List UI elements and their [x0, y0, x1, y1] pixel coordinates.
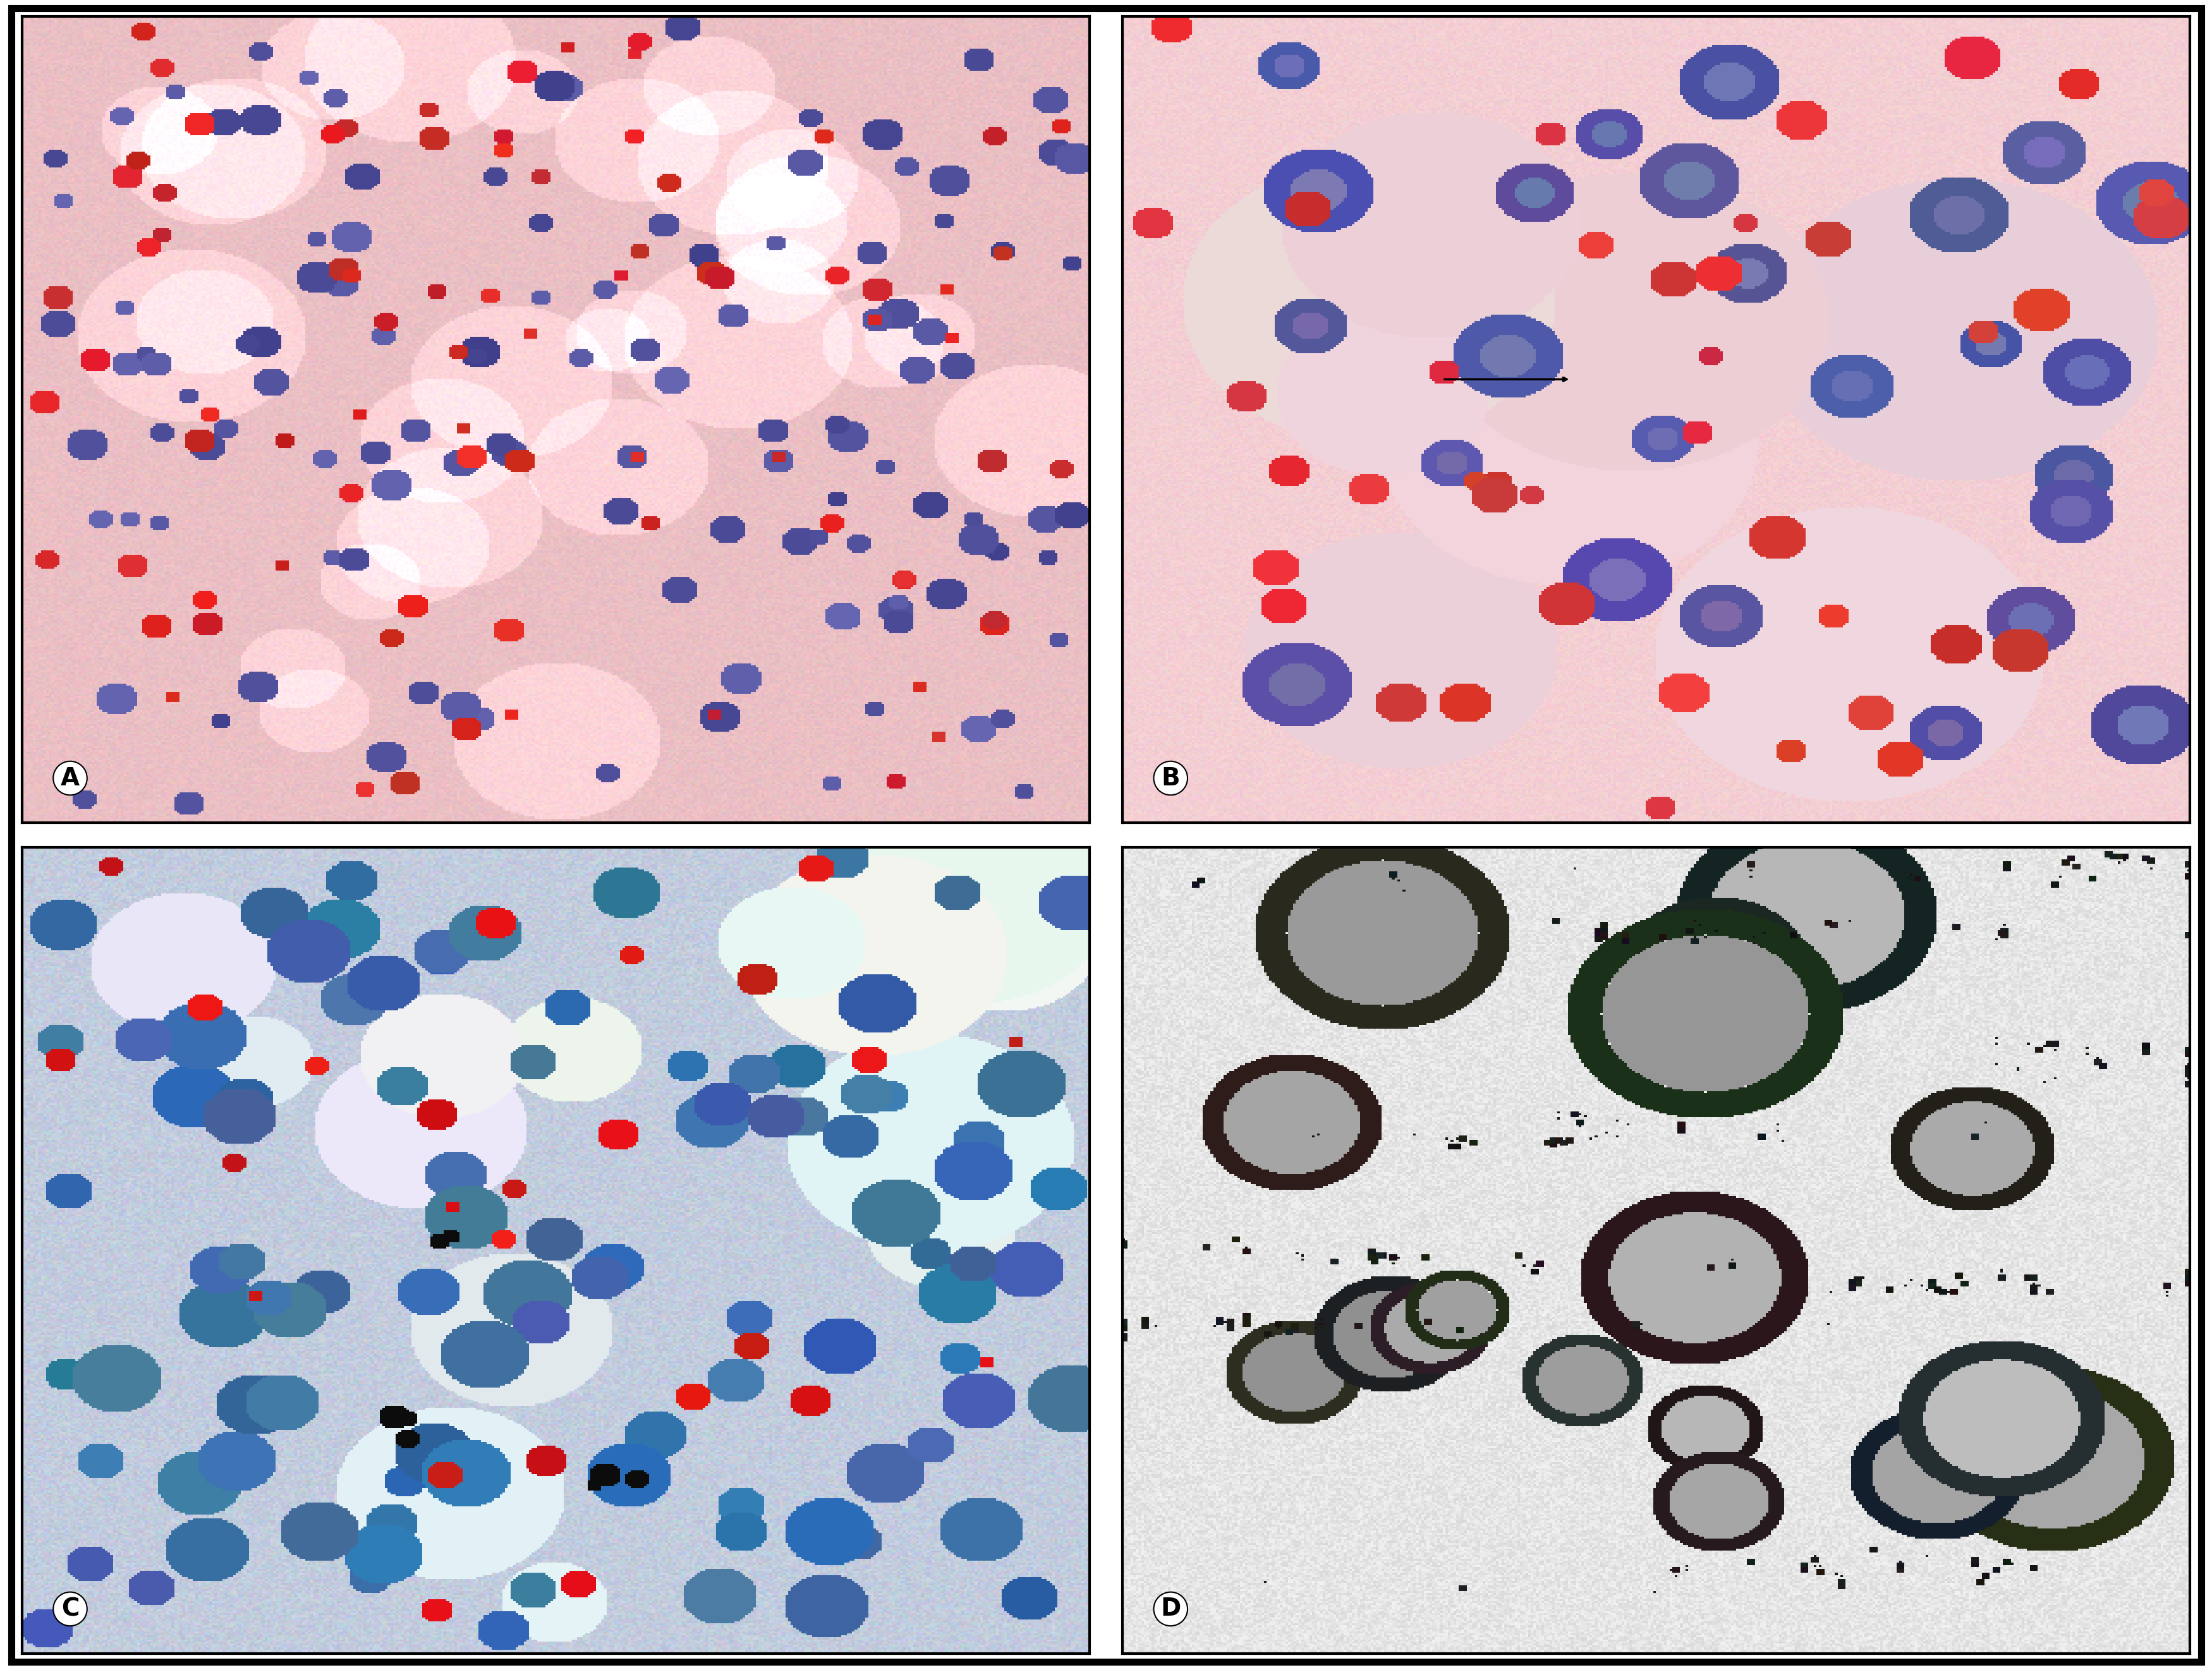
Text: B: B: [1161, 767, 1179, 790]
Text: A: A: [60, 767, 80, 790]
Text: C: C: [62, 1597, 80, 1622]
Text: D: D: [1161, 1597, 1181, 1622]
